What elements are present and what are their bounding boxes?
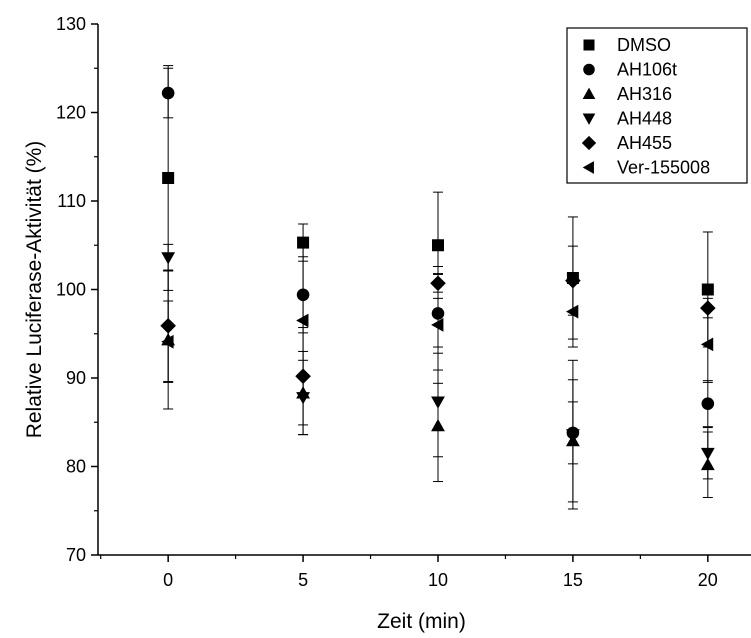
data-point xyxy=(700,447,715,461)
legend-label: Ver-155008 xyxy=(617,158,710,178)
legend-marker xyxy=(583,63,595,76)
data-point xyxy=(161,334,174,349)
data-point xyxy=(566,429,580,442)
y-tick-label: 80 xyxy=(66,457,86,477)
y-tick-label: 90 xyxy=(66,368,86,388)
legend-label: AH106t xyxy=(617,60,677,80)
legend-box xyxy=(566,27,748,184)
series-ver-155008 xyxy=(161,247,714,394)
data-point xyxy=(700,337,714,352)
legend-label: AH455 xyxy=(617,133,672,153)
legend-marker xyxy=(583,39,595,51)
data-point xyxy=(296,313,309,328)
x-axis-title: Zeit (min) xyxy=(377,610,466,633)
y-tick-label: 110 xyxy=(57,191,86,211)
x-tick-label: 0 xyxy=(163,570,173,590)
legend-marker xyxy=(581,135,597,151)
y-axis-title: Relative Luciferase-Aktivität (%) xyxy=(23,141,46,439)
x-tick-label: 5 xyxy=(298,570,308,590)
data-point xyxy=(431,396,445,409)
data-point xyxy=(161,252,176,265)
legend-marker xyxy=(582,87,596,99)
data-point xyxy=(431,239,444,252)
data-point xyxy=(701,283,714,296)
x-tick-label: 20 xyxy=(698,570,718,590)
data-point xyxy=(566,304,579,319)
legend-marker xyxy=(582,161,594,174)
y-tick-label: 100 xyxy=(56,280,86,300)
legend-marker xyxy=(582,113,596,125)
x-tick-label: 10 xyxy=(428,570,448,590)
y-tick-label: 120 xyxy=(56,103,86,123)
legend-label: DMSO xyxy=(617,35,671,55)
y-tick-label: 130 xyxy=(56,14,86,34)
legend-label: AH448 xyxy=(617,109,672,129)
data-point xyxy=(701,397,715,410)
data-point xyxy=(431,318,444,332)
y-tick-label: 70 xyxy=(66,545,86,565)
legend-label: AH316 xyxy=(617,84,672,104)
data-point xyxy=(161,86,175,100)
x-tick-label: 15 xyxy=(563,570,583,590)
data-point xyxy=(162,171,175,184)
legend: DMSO AH106t AH316 AH448 AH455 Ver-155008 xyxy=(566,27,748,184)
data-point xyxy=(297,236,310,249)
